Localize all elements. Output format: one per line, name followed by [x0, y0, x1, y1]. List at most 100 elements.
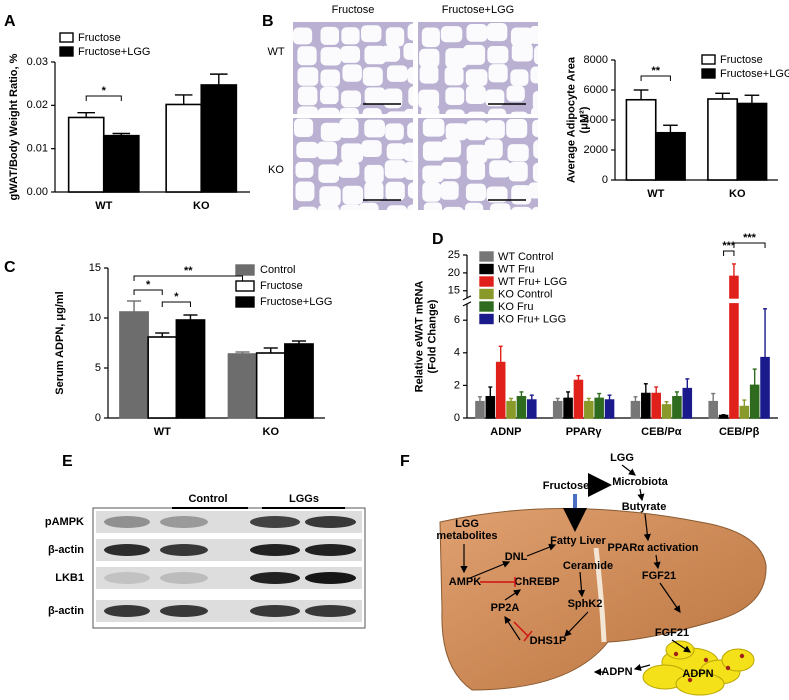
adipocyte [318, 164, 340, 183]
x-tick-label: PPARγ [566, 426, 603, 438]
adipocyte [359, 202, 379, 210]
blot-row-label: LKB1 [55, 572, 84, 584]
micrograph [293, 22, 413, 114]
x-tick-label: KO [193, 200, 210, 212]
adipocyte [466, 144, 488, 164]
bar [707, 98, 739, 181]
legend-swatch [235, 280, 255, 292]
significance-label: ** [184, 265, 193, 277]
y-tick-label: 2000 [584, 144, 608, 156]
significance-bracket [161, 301, 191, 307]
legend-swatch [235, 264, 255, 276]
bar [661, 404, 672, 419]
diagram-node: Butyrate [622, 501, 667, 513]
y-tick-label: 0.03 [27, 56, 48, 68]
adipocyte [440, 181, 459, 200]
x-tick-label: KO [263, 426, 280, 438]
bar [527, 399, 537, 419]
bar [584, 400, 594, 419]
adipocyte [364, 119, 385, 138]
bar [284, 343, 314, 419]
adipocyte [320, 69, 340, 87]
adipocyte [486, 22, 508, 42]
bar [119, 311, 149, 419]
adipocyte [317, 141, 338, 160]
blot-row-label: pAMPK [45, 516, 84, 528]
y-tick-label: 15 [448, 285, 460, 297]
legend-swatch [479, 263, 494, 275]
adipocyte [320, 26, 340, 45]
adipocyte [465, 69, 488, 87]
diagram-arrow [526, 543, 557, 557]
y-tick-label: 6 [454, 314, 460, 326]
blot-strip [96, 511, 362, 533]
bar [175, 319, 206, 419]
bar [604, 399, 615, 419]
axis-break [462, 301, 472, 307]
adipocyte [293, 27, 313, 45]
lipid-dot [739, 653, 745, 659]
significance-bracket [133, 289, 163, 295]
bar [682, 387, 693, 419]
adipocyte [485, 89, 505, 107]
adipocyte [529, 26, 538, 44]
adipocyte [466, 24, 488, 42]
y-tick-label: 0.02 [27, 99, 48, 111]
y-tick-label: 6000 [584, 84, 608, 96]
significance-label: *** [722, 240, 736, 252]
adipocyte [407, 23, 413, 41]
y-tick-label: 10 [89, 312, 101, 324]
diagram-node: FGF21 [655, 627, 689, 639]
adipocyte [362, 67, 383, 86]
bar [641, 392, 651, 419]
blot-group-label: Control [188, 493, 227, 505]
diagram-node: ADPN [601, 666, 632, 678]
adipocyte [407, 182, 413, 199]
adipocyte [488, 64, 508, 83]
x-tick-label: CEB/Pβ [719, 426, 760, 438]
blot-band [104, 544, 150, 556]
diagram-node: ChREBP [514, 576, 559, 588]
adipocyte [385, 123, 404, 141]
diagram-node: ADPN [682, 668, 713, 680]
lipid-dot [703, 657, 709, 663]
y-axis-label: (μM²) [578, 106, 590, 133]
micrograph-column-label: Fructose [332, 4, 375, 16]
fat-cell [721, 648, 755, 672]
significance-bracket [85, 95, 122, 101]
adipocyte [465, 85, 486, 105]
significance-label: ** [651, 65, 660, 77]
bar [718, 414, 729, 419]
adipocyte [466, 161, 486, 180]
diagram-arrow [504, 615, 521, 641]
y-tick-label: 0 [95, 412, 101, 424]
bar [672, 396, 682, 419]
adipocyte [342, 64, 362, 82]
legend-label: Control [260, 264, 295, 276]
adipocyte [419, 65, 439, 84]
blot-band [250, 605, 300, 617]
x-tick-label: WT [647, 188, 664, 200]
legend-label: Fructose+LGG [260, 296, 332, 308]
blot-band [305, 605, 356, 617]
significance-label: *** [743, 232, 757, 244]
micrograph-row-label: KO [268, 164, 284, 176]
diagram-node: LGG [610, 452, 634, 464]
adipocyte [317, 204, 340, 210]
adipocyte [320, 47, 342, 66]
adipocyte [532, 90, 538, 111]
micrograph-column-label: Fructose+LGG [442, 4, 514, 16]
adipocyte [341, 27, 360, 45]
significance-label: * [146, 279, 151, 291]
legend-swatch [479, 288, 494, 300]
diagram-node: DNL [505, 551, 528, 563]
bar [165, 103, 203, 193]
legend-label: Fructose [78, 32, 121, 44]
legend-label: KO Fru+ LGG [498, 313, 566, 325]
adipocyte [385, 181, 405, 201]
panel-label: F [400, 453, 410, 470]
adipocyte [510, 111, 528, 114]
bar [485, 396, 496, 419]
diagram-node: PPARα activation [608, 542, 699, 554]
bar [739, 405, 750, 419]
